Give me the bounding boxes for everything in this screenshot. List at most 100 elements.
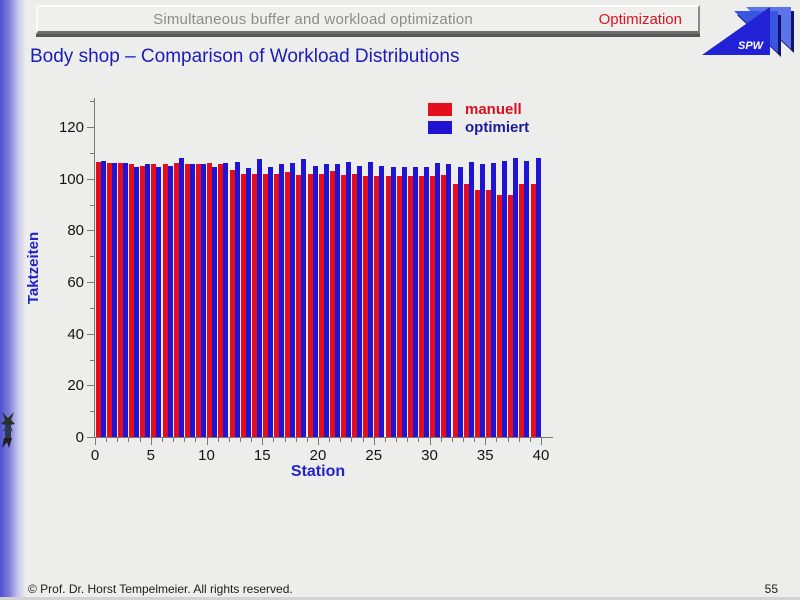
bar-optimiert-s18	[290, 163, 296, 437]
x-minor-tick	[239, 438, 241, 442]
x-minor-tick	[384, 438, 386, 442]
x-minor-tick	[407, 438, 409, 442]
bar-optimiert-s23	[346, 161, 351, 437]
bar-optimiert-s6	[156, 167, 162, 437]
x-minor-tick	[295, 438, 297, 442]
bar-manuell-s16	[262, 173, 268, 437]
legend-label-optimiert: optimiert	[465, 118, 530, 136]
bar-manuell-s17	[274, 173, 280, 437]
bar-manuell-s2	[106, 163, 112, 437]
bar-optimiert-s17	[279, 164, 285, 437]
x-minor-tick	[128, 438, 130, 442]
bar-manuell-s15	[251, 173, 257, 437]
x-tick	[373, 438, 375, 445]
x-minor-tick	[496, 438, 498, 442]
y-minor-tick	[90, 152, 94, 154]
bar-manuell-s40	[530, 183, 536, 437]
x-minor-tick	[217, 438, 219, 442]
bar-manuell-s14	[240, 173, 246, 437]
legend-swatch-optimiert	[428, 120, 452, 134]
x-tick-label: 15	[253, 447, 271, 464]
bar-manuell-s19	[296, 174, 302, 437]
x-minor-tick	[106, 438, 108, 442]
bar-optimiert-s33	[457, 167, 463, 437]
bar-manuell-s3	[118, 163, 123, 437]
x-minor-tick	[117, 438, 119, 442]
bar-manuell-s8	[173, 163, 179, 437]
bar-manuell-s11	[207, 163, 213, 437]
slide-header-button[interactable]: Simultaneous buffer and workload optimiz…	[36, 5, 700, 34]
y-minor-tick	[90, 411, 94, 413]
bar-manuell-s27	[385, 176, 391, 437]
bar-optimiert-s35	[479, 164, 485, 437]
y-tick	[87, 333, 94, 335]
x-minor-tick	[228, 438, 230, 442]
bar-manuell-s10	[196, 164, 202, 437]
bar-manuell-s36	[485, 190, 491, 437]
bar-optimiert-s32	[446, 164, 452, 437]
bar-optimiert-s9	[189, 164, 195, 437]
bar-optimiert-s4	[134, 167, 140, 437]
bar-optimiert-s21	[323, 164, 329, 437]
x-tick-label: 0	[90, 447, 100, 464]
x-minor-tick	[184, 438, 186, 442]
bar-manuell-s5	[140, 165, 146, 437]
bar-manuell-s38	[508, 195, 514, 437]
bottom-strip	[0, 597, 800, 600]
x-minor-tick	[173, 438, 175, 442]
x-tick	[541, 438, 542, 445]
bar-optimiert-s7	[167, 165, 173, 437]
x-tick	[206, 438, 208, 445]
y-axis-line	[94, 98, 95, 438]
x-tick-label: 35	[476, 447, 494, 464]
legend-row-optimiert: optimiert	[428, 118, 530, 136]
bar-optimiert-s39	[524, 160, 530, 437]
bar-optimiert-s34	[468, 161, 474, 437]
x-tick	[429, 438, 431, 445]
y-minor-tick	[90, 101, 94, 103]
bar-manuell-s23	[341, 174, 346, 437]
x-minor-tick	[529, 438, 531, 442]
x-tick-label: 5	[146, 447, 155, 464]
optimization-badge: Optimization	[598, 11, 682, 28]
bar-optimiert-s20	[312, 165, 318, 437]
bar-manuell-s25	[363, 176, 369, 437]
x-minor-tick	[462, 438, 464, 442]
bar-optimiert-s24	[357, 165, 363, 437]
x-minor-tick	[161, 438, 163, 442]
bar-manuell-s13	[229, 169, 235, 437]
bar-optimiert-s40	[535, 158, 541, 437]
x-tick	[262, 438, 264, 445]
y-tick	[87, 282, 94, 283]
y-minor-tick	[90, 359, 94, 361]
bar-manuell-s12	[218, 164, 224, 437]
x-axis-line	[94, 437, 553, 438]
bar-optimiert-s31	[435, 163, 441, 437]
bar-manuell-s35	[474, 190, 480, 437]
spw-logo-text: SPW	[738, 40, 765, 52]
x-minor-tick	[351, 438, 353, 442]
x-minor-tick	[507, 438, 509, 442]
y-tick	[87, 127, 94, 128]
page-title: Body shop – Comparison of Workload Distr…	[30, 46, 460, 67]
y-tick-label: 20	[67, 377, 84, 395]
bar-manuell-s32	[441, 174, 447, 437]
page-number: 55	[764, 582, 778, 596]
bar-manuell-s37	[497, 195, 503, 437]
bar-manuell-s39	[519, 183, 525, 437]
left-gradient-strip	[0, 0, 26, 600]
bar-manuell-s4	[129, 164, 135, 437]
x-minor-tick	[418, 438, 420, 442]
bar-optimiert-s29	[412, 167, 418, 437]
x-minor-tick	[306, 438, 308, 442]
x-minor-tick	[139, 438, 141, 442]
bar-optimiert-s27	[390, 167, 396, 437]
x-minor-tick	[195, 438, 197, 442]
x-tick	[95, 438, 96, 445]
bar-manuell-s26	[374, 176, 380, 437]
bar-optimiert-s11	[212, 167, 218, 437]
mascot-icon	[1, 412, 15, 448]
x-minor-tick	[329, 438, 331, 442]
bar-optimiert-s19	[301, 159, 307, 437]
